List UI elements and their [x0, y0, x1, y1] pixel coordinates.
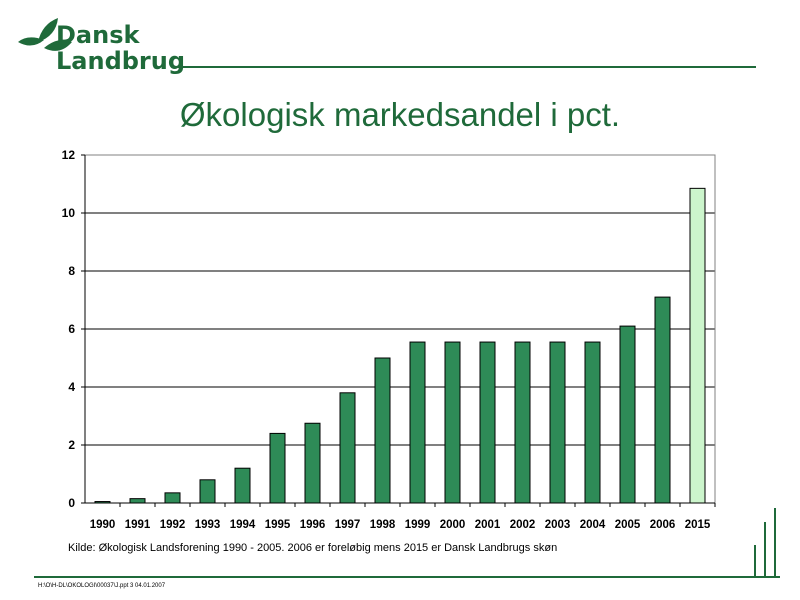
bar-1996: [304, 422, 321, 504]
brand-name: Dansk Landbrug: [56, 22, 185, 74]
bar-1991: [129, 498, 146, 504]
dansk-landbrug-logo: [14, 12, 164, 82]
source-note: Kilde: Økologisk Landsforening 1990 - 20…: [68, 542, 558, 554]
slide-title: Økologisk markedsandel i pct.: [179, 96, 621, 133]
bar-1997: [339, 392, 356, 504]
bar-1993: [199, 479, 216, 504]
y-tick-labels: 0 2 4 6 8 10 12: [62, 148, 85, 510]
bar-2001: [479, 341, 496, 504]
y-tick-label: 2: [68, 438, 75, 452]
bar-1998: [374, 357, 391, 504]
y-tick-label: 6: [68, 322, 75, 336]
x-tick-label-1990: 1990: [90, 519, 116, 531]
x-tick-label-2004: 2004: [580, 519, 606, 531]
x-tick-label-1992: 1992: [160, 519, 186, 531]
y-tick-label: 10: [62, 206, 76, 220]
header-rule: [172, 66, 756, 68]
brand-line-1: Dansk: [56, 21, 140, 49]
bar-2005: [619, 325, 636, 504]
decorative-bar-2: [764, 522, 766, 576]
x-tick-label-2001: 2001: [475, 519, 501, 531]
bar-2000: [444, 341, 461, 504]
bar-2003: [549, 341, 566, 504]
x-tick-label-1994: 1994: [230, 519, 256, 531]
bars: [94, 187, 706, 504]
bar-1992: [164, 492, 181, 504]
x-tick-label-2015: 2015: [685, 519, 711, 531]
y-tick-label: 4: [68, 380, 75, 394]
bar-1995: [269, 432, 286, 504]
bar-2006: [654, 296, 671, 504]
y-tick-label: 12: [62, 148, 76, 162]
footer-file-path: H:\O\H-DL\OKOLOGI\00037\J.ppt 3 04.01.20…: [38, 583, 166, 589]
decorative-bar-3: [774, 508, 776, 576]
y-tick-label: 8: [68, 264, 75, 278]
bar-1999: [409, 341, 426, 504]
x-tick-label-2003: 2003: [545, 519, 571, 531]
x-tick-label-1991: 1991: [125, 519, 151, 531]
x-tick-label-1995: 1995: [265, 519, 291, 531]
x-tick-label-2002: 2002: [510, 519, 536, 531]
bar-2015: [689, 187, 706, 504]
x-tick-label-1997: 1997: [335, 519, 361, 531]
footer-rule: [34, 576, 780, 578]
x-tick-label-2000: 2000: [440, 519, 466, 531]
x-tick-label-1993: 1993: [195, 519, 221, 531]
x-tick-label-1998: 1998: [370, 519, 396, 531]
x-tick-label-1996: 1996: [300, 519, 326, 531]
bar-2002: [514, 341, 531, 504]
x-tick-label-2006: 2006: [650, 519, 676, 531]
decorative-bar-1: [754, 545, 756, 576]
x-tick-label-1999: 1999: [405, 519, 431, 531]
x-tick-labels: 1990 1991 1992 1993 1994 1995 1996 1997 1998 1999…: [90, 503, 716, 531]
grid-lines: [85, 212, 715, 446]
bar-2004: [584, 341, 601, 504]
y-tick-label: 0: [68, 496, 75, 510]
brand-line-2: Landbrug: [56, 47, 186, 75]
bar-1994: [234, 467, 251, 504]
x-tick-label-2005: 2005: [615, 519, 641, 531]
leaf-icon: [18, 18, 72, 51]
